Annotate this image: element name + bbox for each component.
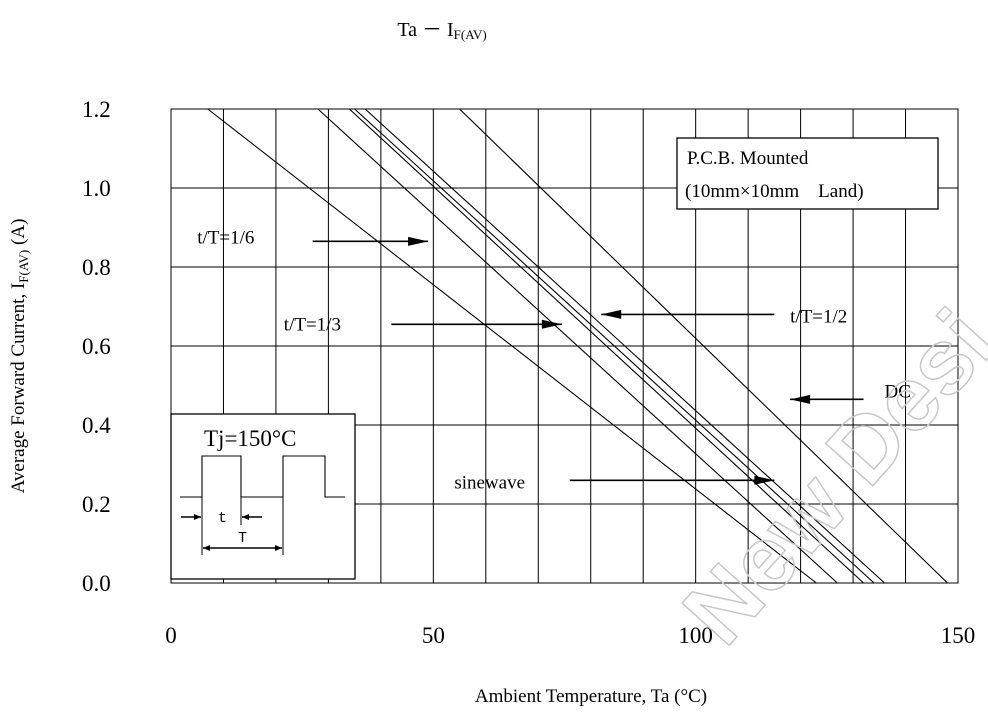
- series-line: [317, 108, 838, 584]
- x-tick-label: 150: [941, 623, 976, 648]
- annotation-label: sinewave: [454, 472, 525, 493]
- legend-line-2: (10mm×10mm Land): [685, 181, 864, 202]
- y-tick-label: 1.0: [82, 176, 111, 201]
- y-tick-label: 0.0: [82, 571, 111, 596]
- series-line: [349, 108, 864, 584]
- annotation-label: DC: [885, 381, 911, 402]
- x-axis-title: Ambient Temperature, Ta (°C): [475, 686, 707, 707]
- inset-label: Tj=150°C: [204, 426, 296, 451]
- inset-T-arrowhead-right: [275, 545, 282, 551]
- watermark: New Desi: [663, 290, 988, 664]
- chart-title: Ta － IF(AV): [397, 19, 486, 42]
- annotation-label: t/T=1/6: [197, 227, 254, 248]
- inset-T-arrowhead-left: [203, 545, 210, 551]
- series-line: [364, 108, 885, 584]
- inset-t-label: t: [218, 510, 227, 527]
- x-tick-label: 0: [165, 623, 177, 648]
- annotation-arrowhead: [408, 236, 429, 246]
- annotation-label: t/T=1/2: [790, 306, 847, 327]
- y-tick-label: 0.2: [82, 492, 111, 517]
- legend-line-1: P.C.B. Mounted: [687, 148, 809, 169]
- tick-labels: 0 50 100 150 0.0 0.2 0.4 0.6 0.8 1.0 1.2: [82, 97, 975, 648]
- y-tick-label: 0.6: [82, 334, 111, 359]
- annotation-arrowhead: [754, 475, 775, 485]
- x-tick-label: 50: [422, 623, 445, 648]
- inset-T-label: T: [238, 530, 247, 547]
- annotation-arrowhead: [790, 394, 811, 404]
- y-axis-title: Average Forward Current, IF(AV) (A): [8, 219, 31, 494]
- annotation-arrowhead: [541, 319, 562, 329]
- svg-text:New Desi: New Desi: [664, 291, 988, 663]
- annotations: t/T=1/6 t/T=1/3 t/T=1/2 DC sinewave: [197, 227, 911, 493]
- series-line: [459, 108, 948, 584]
- series-line: [354, 108, 875, 584]
- inset-waveform: [180, 455, 345, 498]
- annotation-arrowhead: [601, 309, 622, 319]
- y-tick-label: 0.4: [82, 413, 111, 438]
- legend-box: P.C.B. Mounted (10mm×10mm Land): [676, 137, 939, 210]
- x-tick-label: 100: [678, 623, 713, 648]
- y-tick-label: 1.2: [82, 97, 111, 122]
- curves: [207, 108, 948, 584]
- series-line: [207, 108, 817, 584]
- inset-box: Tj=150°C t T: [170, 413, 356, 580]
- inset-t-arrowhead-right: [242, 514, 249, 520]
- y-tick-label: 0.8: [82, 255, 111, 280]
- annotation-label: t/T=1/3: [284, 314, 341, 335]
- inset-t-arrowhead-left: [194, 514, 201, 520]
- plot-frame: [170, 108, 959, 584]
